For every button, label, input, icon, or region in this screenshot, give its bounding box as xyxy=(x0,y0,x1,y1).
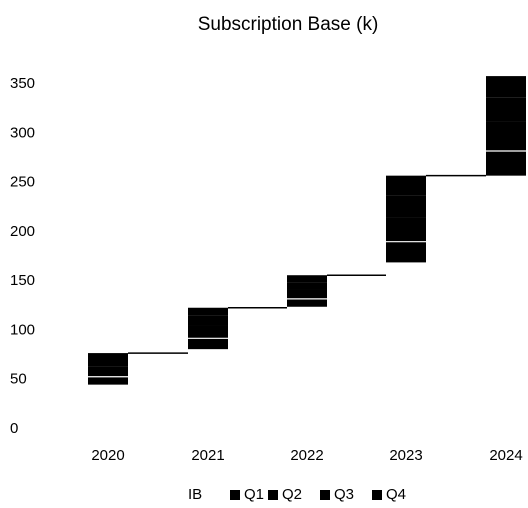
bar-segment-q1-2021 xyxy=(188,338,228,350)
bar-segment-q1-2022 xyxy=(287,298,327,307)
legend-swatch xyxy=(372,489,382,500)
y-tick-label: 250 xyxy=(10,174,35,191)
bar-segment-q4-2024 xyxy=(486,76,526,98)
bar-segment-q2-2023 xyxy=(386,217,426,242)
legend-label: Q4 xyxy=(386,486,407,503)
bar-segment-q3-2021 xyxy=(188,315,228,326)
bar-segment-q3-2022 xyxy=(287,282,327,290)
bars xyxy=(88,76,526,385)
legend-swatch xyxy=(320,489,330,500)
bar-segment-q2-2020 xyxy=(88,366,128,377)
x-axis: 2020 2021 2022 2023 2024 xyxy=(91,447,522,464)
bar-segment-q4-2022 xyxy=(287,275,327,283)
legend-label: IB xyxy=(188,486,203,503)
legend-swatch xyxy=(230,489,240,500)
y-tick-label: 350 xyxy=(10,75,35,92)
y-tick-label: 100 xyxy=(10,321,35,338)
y-tick-label: 50 xyxy=(10,371,27,388)
y-tick-label: 150 xyxy=(10,272,35,289)
legend-item-q3: Q3 xyxy=(320,486,354,503)
legend-swatch xyxy=(268,489,278,500)
bar-segment-q2-2021 xyxy=(188,325,228,339)
x-tick-label: 2021 xyxy=(191,447,224,464)
legend-item-q1: Q1 xyxy=(230,486,264,503)
legend: IB Q1 Q2 Q3 Q4 xyxy=(0,486,528,508)
chart-title: Subscription Base (k) xyxy=(197,14,379,35)
bar-segment-q3-2023 xyxy=(386,195,426,218)
x-tick-label: 2020 xyxy=(91,447,124,464)
legend-label: Q1 xyxy=(244,486,265,503)
bar-segment-q4-2020 xyxy=(88,353,128,359)
legend-label: Q3 xyxy=(334,486,355,503)
bar-segment-q3-2024 xyxy=(486,97,526,122)
bar-segment-q4-2023 xyxy=(386,175,426,196)
y-tick-label: 300 xyxy=(10,124,35,141)
y-axis: 0 50 100 150 200 250 300 350 xyxy=(10,75,35,437)
bar-segment-q2-2024 xyxy=(486,121,526,152)
y-tick-label: 200 xyxy=(10,223,35,240)
legend-item-ib: IB xyxy=(188,486,202,503)
bar-segment-q4-2021 xyxy=(188,307,228,316)
legend-item-q2: Q2 xyxy=(268,486,302,503)
waterfall-connectors xyxy=(128,174,486,354)
x-tick-label: 2024 xyxy=(489,447,522,464)
bar-segment-q1-2023 xyxy=(386,241,426,263)
x-tick-label: 2023 xyxy=(389,447,422,464)
legend-item-q4: Q4 xyxy=(372,486,406,503)
x-tick-label: 2022 xyxy=(290,447,323,464)
bar-segment-q1-2024 xyxy=(486,151,526,176)
bar-segment-q1-2020 xyxy=(88,376,128,385)
bar-segment-q3-2020 xyxy=(88,359,128,367)
y-tick-label: 0 xyxy=(10,420,18,437)
bar-segment-q2-2022 xyxy=(287,289,327,299)
legend-label: Q2 xyxy=(282,486,303,503)
